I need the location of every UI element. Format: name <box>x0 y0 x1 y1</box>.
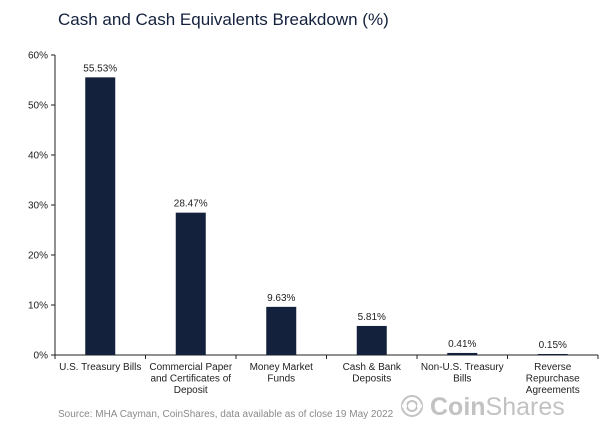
bars <box>85 77 568 355</box>
bar <box>356 325 387 355</box>
category-label-line: Reverse <box>534 362 572 373</box>
category-label-line: Commercial Paper <box>149 362 232 373</box>
y-tick-label: 20% <box>28 251 48 262</box>
category-label-line: Cash & Bank <box>343 362 402 373</box>
data-label: 0.41% <box>448 339 476 350</box>
logo-word-shares: Shares <box>486 393 565 421</box>
y-tick-label: 10% <box>28 301 48 312</box>
y-tick-label: 0% <box>34 351 49 362</box>
y-tick-label: 40% <box>28 151 48 162</box>
category-label-line: Deposits <box>352 374 391 385</box>
svg-text:CoinShares: CoinShares <box>430 393 565 421</box>
category-label-line: Non-U.S. Treasury <box>421 362 504 373</box>
y-tick-label: 50% <box>28 101 48 112</box>
data-label: 28.47% <box>174 199 208 210</box>
category-label-line: U.S. Treasury Bills <box>59 362 141 373</box>
data-label: 0.15% <box>539 340 567 351</box>
data-label: 9.63% <box>267 293 295 304</box>
coinshares-logo: CoinShares <box>401 393 565 421</box>
y-tick-label: 30% <box>28 201 48 212</box>
category-label-line: Deposit <box>174 385 208 396</box>
category-label: U.S. Treasury Bills <box>59 362 141 373</box>
data-labels: 55.53% 28.47% 9.63% 5.81% 0.41% 0.15% <box>83 63 567 351</box>
bar <box>85 77 116 355</box>
x-axis <box>54 354 599 359</box>
source-note: Source: MHA Cayman, CoinShares, data ava… <box>58 409 394 420</box>
coinshares-logo-icon <box>401 395 423 417</box>
category-label-line: Funds <box>267 374 295 385</box>
bar <box>537 354 568 355</box>
data-label: 55.53% <box>83 63 117 74</box>
category-label-line: Bills <box>453 374 471 385</box>
bar <box>175 212 206 355</box>
y-axis: 0% 10% 20% 30% 40% 50% 60% <box>28 51 56 362</box>
category-label-line: and Certificates of <box>150 374 231 385</box>
data-label: 5.81% <box>358 312 386 323</box>
bar <box>447 352 478 355</box>
category-label-line: Repurchase <box>526 374 580 385</box>
category-label-line: Agreements <box>526 385 580 396</box>
bar <box>266 306 297 355</box>
category-label-line: Money Market <box>250 362 314 373</box>
chart-title: Cash and Cash Equivalents Breakdown (%) <box>58 10 389 29</box>
y-tick-label: 60% <box>28 51 48 62</box>
logo-word-coin: Coin <box>430 393 486 421</box>
